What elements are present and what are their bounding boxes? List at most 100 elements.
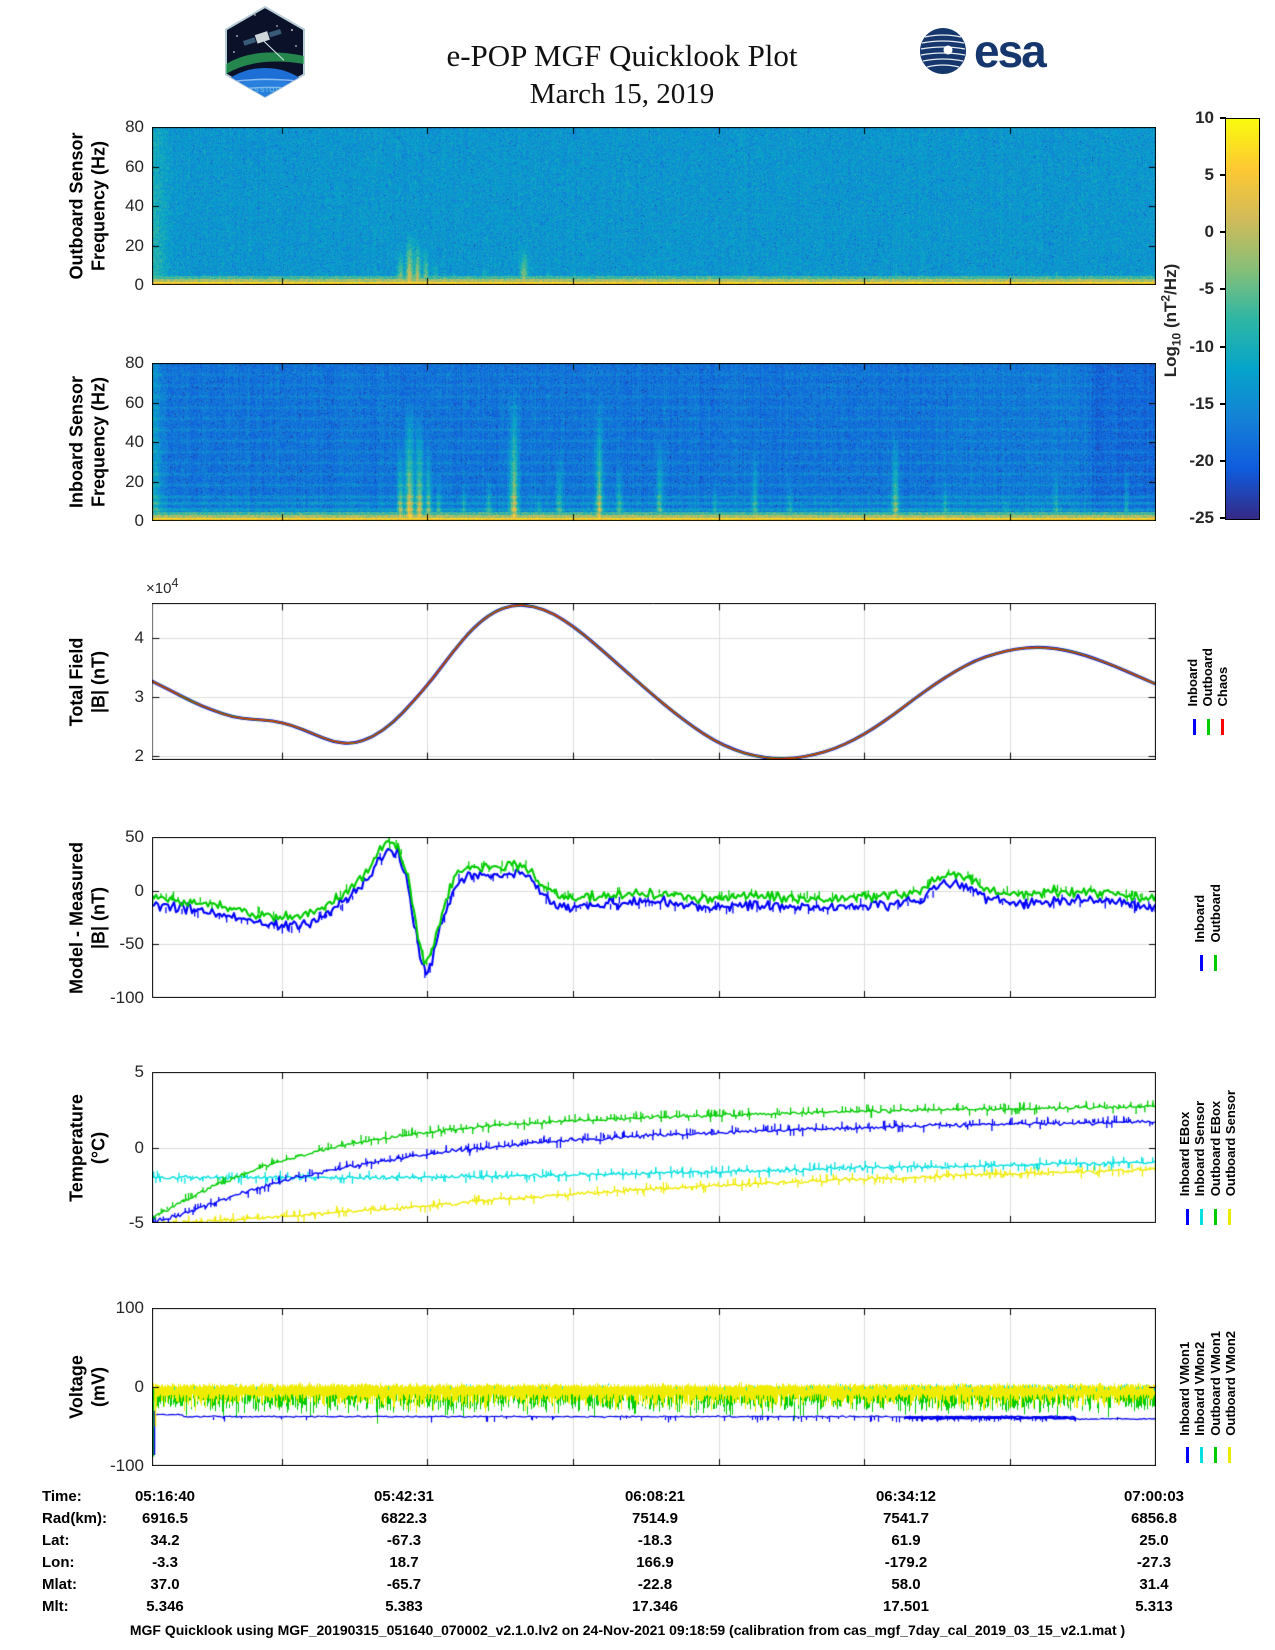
table-cell: 06:34:12 xyxy=(875,1488,937,1505)
colorbar xyxy=(1225,118,1260,520)
colorbar-tick-label: -10 xyxy=(1189,336,1214,356)
y-tick-label: 0 xyxy=(134,511,144,530)
table-cell: 61.9 xyxy=(891,1532,921,1549)
table-row-label: Lat: xyxy=(42,1532,70,1549)
table-row-label: Mlat: xyxy=(42,1576,77,1593)
y-axis-label-line1: Voltage xyxy=(66,1355,87,1419)
esa-emblem-icon xyxy=(920,28,966,74)
legend-label: Inboard VMon1 xyxy=(1176,1341,1192,1436)
y-axis-exponent-base: ×10 xyxy=(146,580,172,597)
table-cell: 166.9 xyxy=(636,1554,674,1571)
y-tick-label: 20 xyxy=(125,471,144,491)
colorbar-tick-mark xyxy=(1220,345,1226,348)
legend-label: Inboard Sensor xyxy=(1192,1101,1208,1197)
table-cell: 5.383 xyxy=(385,1598,423,1615)
table-cell: 05:16:40 xyxy=(134,1488,196,1505)
y-tick-label: 20 xyxy=(125,235,144,255)
legend-label: Outboard VMon1 xyxy=(1207,1330,1223,1436)
colorbar-tick-mark xyxy=(1220,402,1226,405)
y-tick-label: -5 xyxy=(128,1213,144,1232)
table-cell: 07:00:03 xyxy=(1123,1488,1185,1505)
legend-marker-swatch xyxy=(1206,718,1210,735)
mission-patch: CASSIOPE xyxy=(222,5,308,103)
legend-model-measured: Inboard Outboard xyxy=(1170,817,1246,1038)
legend-marker-swatch xyxy=(1185,1208,1189,1225)
table-cell: 7514.9 xyxy=(632,1510,678,1527)
colorbar-label-sup: 2 xyxy=(1158,294,1173,302)
table-cell: 6822.3 xyxy=(381,1510,427,1527)
legend-marker-swatch xyxy=(1185,1447,1189,1464)
y-tick-label: 0 xyxy=(134,880,144,900)
table-cell: 18.7 xyxy=(389,1554,419,1571)
table-cell: -3.3 xyxy=(152,1554,178,1571)
legend-marker-swatch xyxy=(1199,954,1203,971)
legend-marker-swatch xyxy=(1227,1447,1231,1464)
y-tick-label: 0 xyxy=(134,1137,144,1157)
y-tick-label: 80 xyxy=(125,353,144,372)
panel-temperature: Temperature (°C) 5 0 -5 Inboard EBox Inboard S… xyxy=(66,1062,1237,1232)
table-row-label: Mlt: xyxy=(42,1598,69,1615)
y-tick-label: 4 xyxy=(134,628,144,648)
colorbar-label-suffix: /Hz) xyxy=(1161,263,1181,295)
colorbar-tick-label: -15 xyxy=(1189,393,1214,413)
chart-canvas-outboard-spectrogram xyxy=(152,127,1156,285)
legend-marker-swatch xyxy=(1213,1208,1217,1225)
legend-label: Chaos xyxy=(1215,667,1231,707)
panel-inboard-spectrogram: Inboard Sensor Frequency (Hz) 80 60 40 20 0 xyxy=(66,353,1156,530)
table-cell: 06:08:21 xyxy=(624,1488,686,1505)
legend-temperature: Inboard EBox Inboard Sensor Outboard EBox O… xyxy=(1170,1052,1246,1263)
legend-label: Outboard Sensor xyxy=(1222,1090,1238,1197)
table-cell: -67.3 xyxy=(386,1532,422,1549)
y-axis-label-line1: Outboard Sensor xyxy=(66,132,87,280)
panel-outboard-spectrogram: Outboard Sensor Frequency (Hz) 80 60 40 20 0 xyxy=(66,117,1156,294)
legend-label: Inboard EBox xyxy=(1176,1112,1192,1197)
y-tick-label: 0 xyxy=(134,1377,144,1396)
legend-label: Outboard VMon2 xyxy=(1222,1330,1238,1436)
colorbar-tick-mark xyxy=(1220,231,1226,234)
colorbar-tick-mark xyxy=(1220,459,1226,462)
y-axis-label-line2: |B| (nT) xyxy=(88,886,108,949)
colorbar-label-sub: 10 xyxy=(1169,332,1184,347)
colorbar-label-prefix: Log xyxy=(1161,346,1181,378)
legend-marker-swatch xyxy=(1199,1208,1203,1225)
y-axis-label-line1: Model - Measured xyxy=(66,841,87,994)
legend-label: Outboard xyxy=(1207,884,1223,943)
chart-canvas-inboard-spectrogram xyxy=(152,363,1156,521)
y-axis-label-line2: |B| (nT) xyxy=(88,650,108,713)
table-cell: -22.8 xyxy=(637,1576,673,1593)
y-axis-exponent-power: 4 xyxy=(171,576,179,590)
table-cell: -179.2 xyxy=(884,1554,928,1571)
colorbar-label-mid: (nT xyxy=(1161,301,1181,333)
legend-marker-swatch xyxy=(1227,1208,1231,1225)
y-tick-label: 40 xyxy=(125,196,144,215)
legend-label: Outboard xyxy=(1199,648,1215,707)
colorbar-tick-label: 5 xyxy=(1204,165,1214,185)
y-tick-label: 60 xyxy=(125,392,144,412)
table-cell: 5.346 xyxy=(146,1598,184,1615)
colorbar-tick-mark xyxy=(1220,517,1226,519)
table-cell: 7541.7 xyxy=(883,1510,929,1527)
patch-title: CASSIOPE xyxy=(242,87,287,94)
panel-model-measured: Model - Measured |B| (nT) 50 0 -50 -100 Inboar… xyxy=(66,827,1222,1007)
y-tick-label: 5 xyxy=(134,1062,144,1081)
y-tick-label: 2 xyxy=(134,745,144,765)
table-cell: 17.501 xyxy=(883,1598,929,1615)
chart-canvas-voltage xyxy=(152,1308,1156,1466)
legend-label: Inboard VMon2 xyxy=(1192,1341,1208,1436)
table-row-label: Lon: xyxy=(42,1554,75,1571)
legend-marker-swatch xyxy=(1192,718,1196,735)
panel-total-field: Total Field |B| (nT) 4 3 2 ×104 Inboard Outboar… xyxy=(66,576,1230,765)
legend-marker-swatch xyxy=(1220,718,1224,735)
table-cell: 37.0 xyxy=(150,1576,180,1593)
y-tick-label: -100 xyxy=(109,1456,144,1475)
y-tick-label: 40 xyxy=(125,432,144,451)
y-axis-label-line1: Temperature xyxy=(66,1093,87,1202)
y-tick-label: 80 xyxy=(125,117,144,136)
y-tick-label: 100 xyxy=(115,1298,144,1317)
legend-marker-swatch xyxy=(1213,1447,1217,1464)
table-cell: 31.4 xyxy=(1139,1576,1169,1593)
legend-label: Inboard xyxy=(1192,895,1208,943)
table-cell: 6916.5 xyxy=(142,1510,188,1527)
table-cell: -65.7 xyxy=(386,1576,422,1593)
